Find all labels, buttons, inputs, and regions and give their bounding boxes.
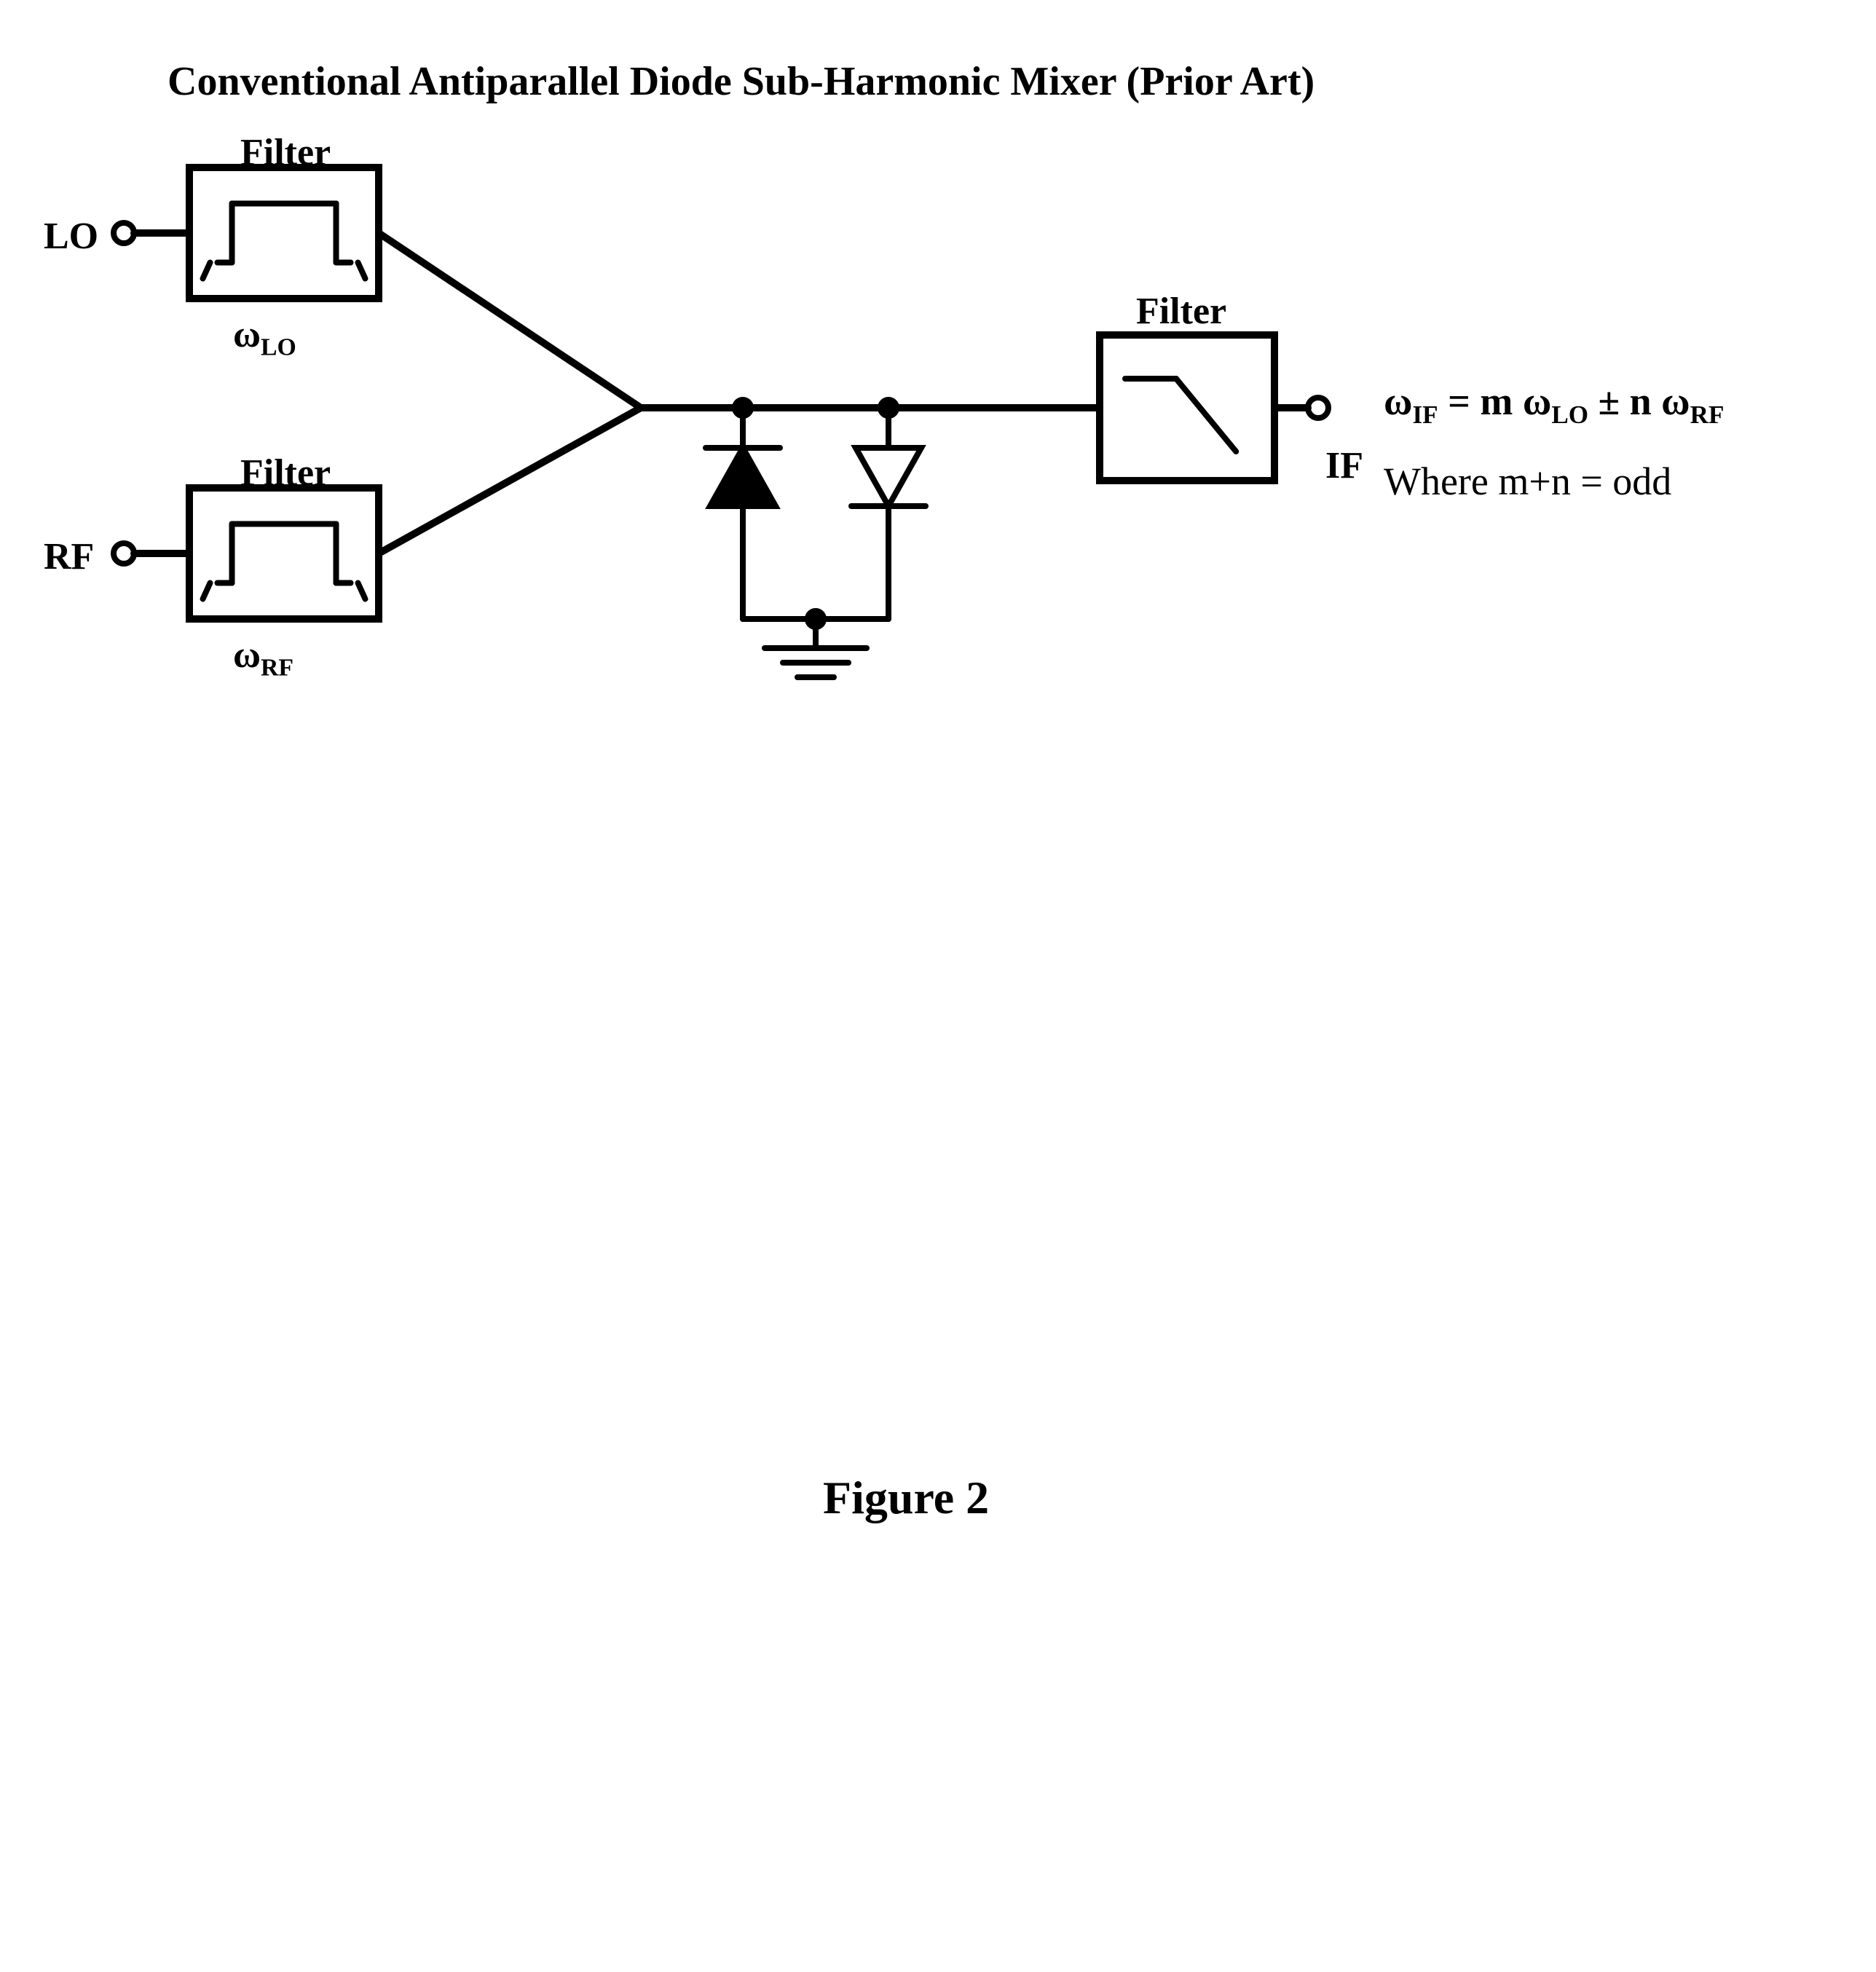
- circuit-diagram: [0, 0, 1876, 1972]
